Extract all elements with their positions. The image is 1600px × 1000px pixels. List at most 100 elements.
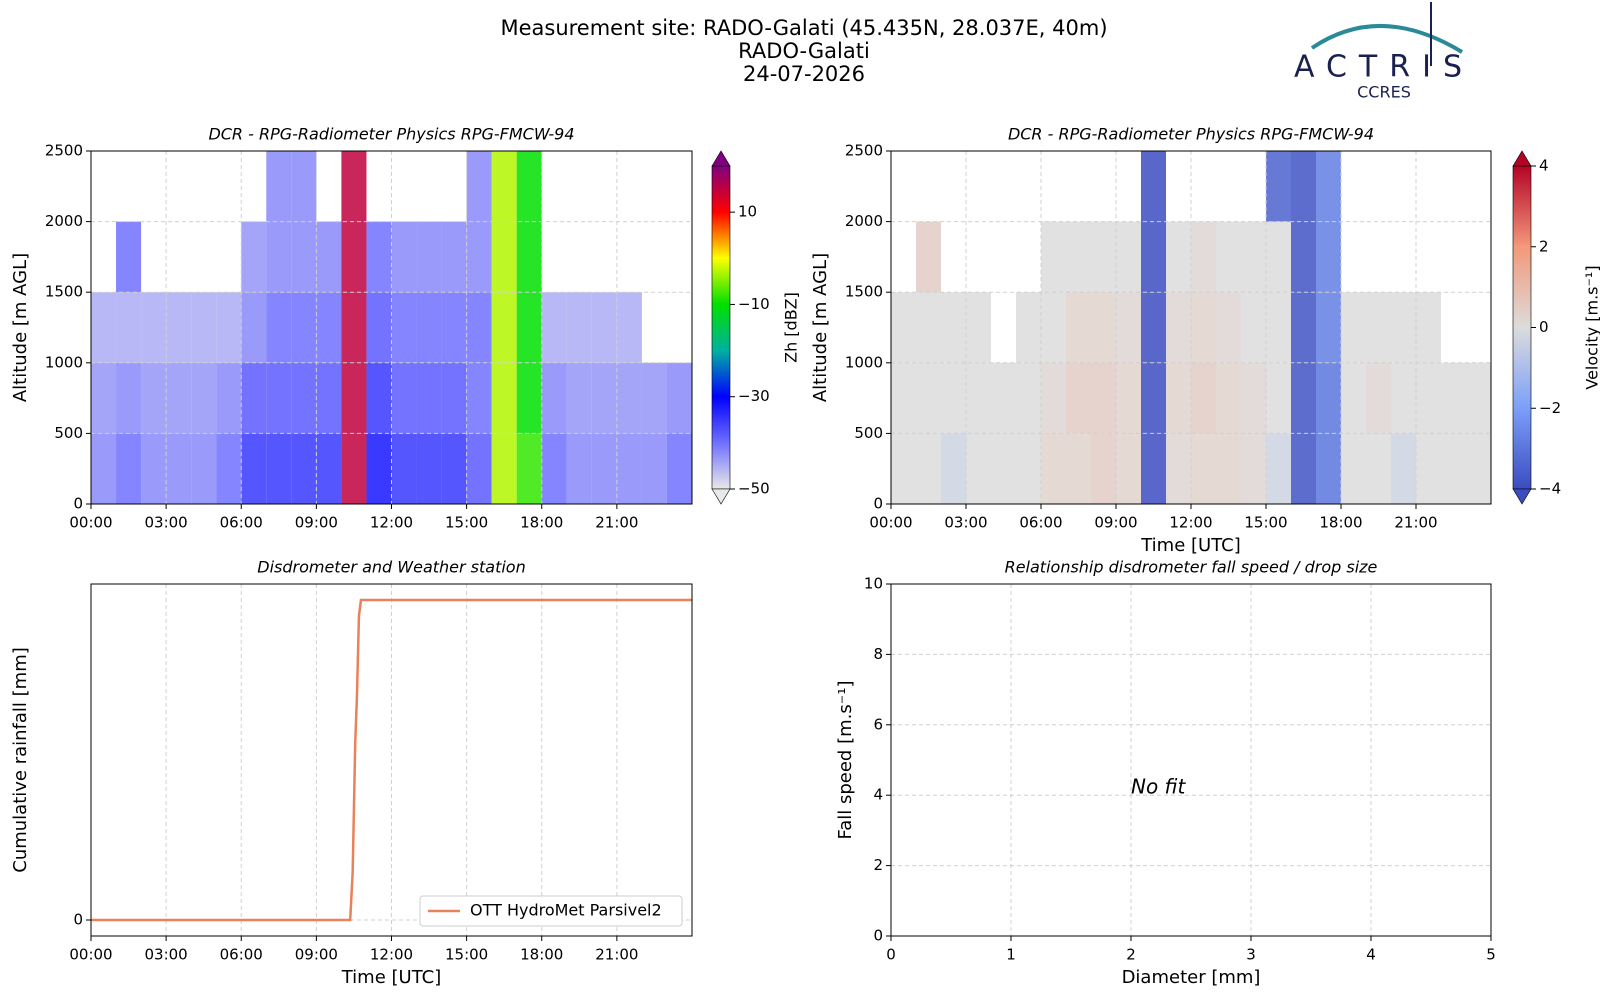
cell (1066, 362, 1091, 434)
cell (341, 292, 367, 363)
x-tick-label: 12:00 (1169, 514, 1212, 532)
cell (391, 221, 417, 293)
cell (166, 362, 192, 434)
cell (516, 292, 542, 363)
cell (1266, 292, 1291, 363)
cell (141, 433, 167, 504)
annotation: No fit (1131, 775, 1186, 799)
cell (341, 433, 367, 504)
cell (1066, 292, 1091, 363)
cell (916, 433, 941, 504)
axes-frame (890, 583, 1492, 937)
cell (1341, 292, 1366, 363)
x-tick-label: 06:00 (220, 514, 263, 532)
cell (566, 362, 592, 434)
cell (166, 433, 192, 504)
cell (1366, 433, 1391, 504)
cell (1041, 221, 1066, 293)
cell (341, 362, 367, 434)
cell (641, 433, 667, 504)
x-tick-label: 15:00 (445, 514, 488, 532)
cell (1291, 433, 1316, 504)
cell (441, 292, 467, 363)
colorbar (1512, 165, 1532, 490)
cell (916, 221, 941, 293)
cell (541, 362, 567, 434)
axes-frame (90, 583, 693, 937)
cell (366, 362, 392, 434)
y-tick-label: 500 (854, 424, 883, 442)
cell (1016, 292, 1041, 363)
cell (266, 362, 292, 434)
cell (1166, 292, 1191, 363)
cell (341, 221, 367, 293)
cell (241, 221, 267, 293)
colorbar-tick-label: −4 (1539, 480, 1561, 498)
x-tick-label: 06:00 (220, 946, 263, 964)
cell (1141, 292, 1166, 363)
cell (941, 362, 966, 434)
cell (1191, 292, 1216, 363)
cell (1241, 221, 1266, 293)
colorbar-label: Zh [dBZ] (782, 292, 801, 363)
cell (291, 292, 317, 363)
cell (241, 292, 267, 363)
cell (1266, 433, 1291, 504)
cell (441, 362, 467, 434)
x-tick-label: 06:00 (1019, 514, 1062, 532)
cell (391, 292, 417, 363)
cell (216, 433, 242, 504)
cell (1141, 151, 1166, 222)
cell (416, 221, 442, 293)
cell (466, 362, 492, 434)
cell (616, 433, 642, 504)
cell (1191, 433, 1216, 504)
colorbar-tick-label: −10 (738, 295, 770, 313)
cell (1091, 362, 1116, 434)
cell (641, 362, 667, 434)
cell (341, 151, 367, 222)
cell (1266, 221, 1291, 293)
cell (1216, 362, 1241, 434)
cell (1216, 221, 1241, 293)
cell (316, 221, 342, 293)
cell (166, 292, 192, 363)
x-tick-label: 21:00 (595, 514, 638, 532)
colorbar (711, 165, 731, 490)
cell (491, 221, 517, 293)
cell (1441, 362, 1466, 434)
cell (266, 292, 292, 363)
cell (1241, 433, 1266, 504)
cell (1041, 362, 1066, 434)
x-tick-label: 21:00 (1394, 514, 1437, 532)
cell (891, 433, 916, 504)
cell (966, 433, 991, 504)
cell (541, 433, 567, 504)
legend-label: OTT HydroMet Parsivel2 (470, 901, 662, 920)
cell (1241, 292, 1266, 363)
chart-title: DCR - RPG-Radiometer Physics RPG-FMCW-94 (1008, 125, 1374, 144)
cell (291, 151, 317, 222)
y-tick-label: 0 (73, 911, 83, 929)
y-tick-label: 8 (873, 645, 883, 663)
cell (516, 433, 542, 504)
x-tick-label: 12:00 (370, 514, 413, 532)
x-tick-label: 5 (1486, 946, 1496, 964)
colorbar-extend-top (1512, 150, 1532, 167)
cell (316, 433, 342, 504)
grid (890, 583, 1492, 937)
y-tick-label: 0 (873, 495, 883, 513)
chart-title: Relationship disdrometer fall speed / dr… (1005, 558, 1378, 577)
cell (891, 362, 916, 434)
cell (1091, 221, 1116, 293)
logo-arc (1310, 23, 1464, 54)
colorbar-extend-bottom (711, 488, 731, 505)
x-tick-label: 00:00 (869, 514, 912, 532)
cell (1116, 433, 1141, 504)
cell (491, 433, 517, 504)
axes-frame (890, 150, 1492, 505)
x-axis-label: Diameter [mm] (1122, 967, 1261, 988)
cell (366, 292, 392, 363)
